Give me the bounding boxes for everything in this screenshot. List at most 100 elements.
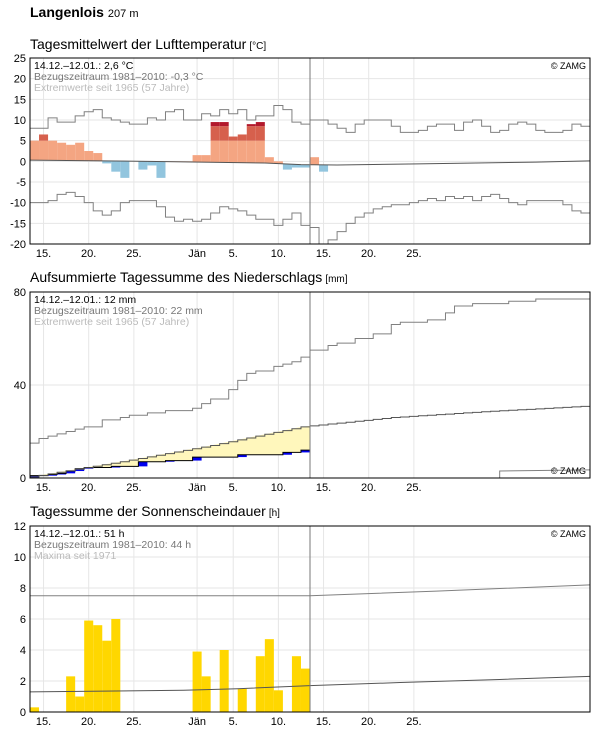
precipitation-daily-increment xyxy=(282,452,292,455)
sunshine-x-tick-label: 15. xyxy=(316,716,331,728)
temperature-y-tick-label: 20 xyxy=(14,74,26,86)
sunshine-bar xyxy=(102,640,112,712)
temperature-bar xyxy=(246,124,256,127)
precipitation-x-tick-label: 5. xyxy=(229,482,238,494)
temperature-annotation-2: Bezugszeitraum 1981–2010: -0,3 °C xyxy=(34,71,204,83)
temperature-bar xyxy=(319,164,329,172)
precipitation-y-tick-label: 40 xyxy=(14,380,26,392)
temperature-y-tick-label: 5 xyxy=(20,136,26,148)
temperature-bar xyxy=(138,161,148,170)
temperature-panel-title: Tagesmittelwert der Lufttemperatur [°C] xyxy=(30,36,266,52)
sunshine-x-tick-label: 20. xyxy=(81,716,96,728)
temperature-bar xyxy=(210,122,220,127)
sunshine-y-tick-label: 12 xyxy=(14,521,26,533)
temperature-y-tick-label: 10 xyxy=(14,115,26,127)
sunshine-panel-title: Tagessumme der Sonnenscheindauer [h] xyxy=(30,503,280,519)
sunshine-y-tick-label: 0 xyxy=(20,707,26,719)
precipitation-daily-increment xyxy=(192,457,202,461)
sunshine-bar xyxy=(237,688,247,712)
sunshine-bar xyxy=(291,656,301,712)
precipitation-annotation-3: Extremwerte seit 1965 (57 Jahre) xyxy=(34,316,189,328)
temperature-y-tick-label: 25 xyxy=(14,53,26,65)
temperature-normal-series xyxy=(29,159,591,166)
sunshine-bar xyxy=(192,651,202,712)
temperature-x-tick-label: 10. xyxy=(271,248,286,260)
sunshine-annotation-2: Bezugszeitraum 1981–2010: 44 h xyxy=(34,539,191,551)
precipitation-daily-increment xyxy=(75,468,85,472)
temperature-bar xyxy=(39,140,49,161)
temperature-bar xyxy=(57,142,67,161)
sunshine-y-tick-label: 4 xyxy=(20,645,26,657)
temperature-y-tick-label: -15 xyxy=(10,218,26,230)
temperature-bar xyxy=(219,126,229,141)
precipitation-x-tick-label: Jän xyxy=(188,482,206,494)
precipitation-annotation-1: 14.12.–12.01.: 12 mm xyxy=(34,294,136,306)
temperature-x-tick-label: 15. xyxy=(316,248,331,260)
precipitation-x-tick-label: 20. xyxy=(81,482,96,494)
precipitation-x-tick-label: 15. xyxy=(36,482,51,494)
precipitation-x-tick-label: 25. xyxy=(406,482,421,494)
sunshine-bar xyxy=(30,707,40,712)
sunshine-x-tick-label: 20. xyxy=(361,716,376,728)
sunshine-bar xyxy=(66,676,76,712)
sunshine-bar xyxy=(273,690,283,712)
temperature-bar xyxy=(219,122,229,127)
temperature-bar xyxy=(84,151,94,161)
sunshine-bar xyxy=(255,656,265,712)
temperature-annotation-3: Extremwerte seit 1965 (57 Jahre) xyxy=(34,82,189,94)
sunshine-annotation-1: 14.12.–12.01.: 51 h xyxy=(34,528,125,540)
temperature-y-tick-label: 15 xyxy=(14,94,26,106)
precipitation-y-tick-label: 80 xyxy=(14,287,26,299)
precipitation-panel: 0 40 80 15. 20. 25. Jän 5. 10. 15. 20. 25. 14.12.–12… xyxy=(14,287,591,494)
temperature-title-text: Tagesmittelwert der Lufttemperatur xyxy=(30,36,247,52)
sunshine-x-tick-label: Jän xyxy=(188,716,206,728)
precipitation-annotation-2: Bezugszeitraum 1981–2010: 22 mm xyxy=(34,305,203,317)
sunshine-bar xyxy=(201,676,211,712)
temperature-bar xyxy=(48,140,58,161)
sunshine-bar xyxy=(264,639,274,712)
sunshine-bar xyxy=(300,668,310,712)
station-header: Langenlois 207 m xyxy=(30,4,138,20)
temperature-bar xyxy=(147,161,157,166)
precipitation-x-tick-label: 15. xyxy=(316,482,331,494)
temperature-bar xyxy=(210,126,220,141)
temperature-bar xyxy=(273,161,283,164)
sunshine-y-tick-label: 8 xyxy=(20,583,26,595)
temperature-bar xyxy=(111,160,121,172)
station-altitude: 207 m xyxy=(107,8,139,20)
temperature-bar xyxy=(156,161,166,178)
temperature-bar xyxy=(300,164,310,168)
sunshine-x-tick-label: 25. xyxy=(126,716,141,728)
sunshine-bar xyxy=(93,625,103,712)
sunshine-bar xyxy=(111,619,121,712)
temperature-bar xyxy=(255,126,265,141)
sunshine-unit: [h] xyxy=(268,508,280,519)
temperature-x-tick-label: Jän xyxy=(188,248,206,260)
precipitation-copyright: © ZAMG xyxy=(551,466,586,476)
precipitation-daily-increment xyxy=(66,471,76,474)
sunshine-y-tick-label: 10 xyxy=(14,552,26,564)
temperature-bar xyxy=(246,140,256,163)
temperature-bar xyxy=(291,164,301,168)
precipitation-x-tick-label: 10. xyxy=(271,482,286,494)
temperature-bar xyxy=(228,140,238,163)
precipitation-deficit-area xyxy=(30,425,310,477)
precipitation-daily-increment xyxy=(48,474,58,476)
precipitation-max-series xyxy=(30,298,590,444)
temperature-plot-border xyxy=(29,57,591,245)
precipitation-daily-increment xyxy=(165,460,175,462)
temperature-bar xyxy=(310,157,320,165)
sunshine-x-tick-label: 10. xyxy=(271,716,286,728)
precipitation-unit: [mm] xyxy=(325,274,348,285)
temperature-bar xyxy=(237,134,247,141)
sunshine-title-text: Tagessumme der Sonnenscheindauer xyxy=(30,503,266,519)
temperature-y-tick-label: -10 xyxy=(10,198,26,210)
sunshine-panel: 0 2 4 6 8 10 12 15. 20. 25. Jän 5. 10. 15. 20. 25. 14.12… xyxy=(14,521,591,728)
temperature-bar xyxy=(192,155,202,163)
precipitation-daily-increment xyxy=(300,450,310,453)
temperature-bar xyxy=(102,160,112,164)
precipitation-x-tick-label: 20. xyxy=(361,482,376,494)
temperature-bar xyxy=(255,122,265,127)
sunshine-y-tick-label: 6 xyxy=(20,614,26,626)
